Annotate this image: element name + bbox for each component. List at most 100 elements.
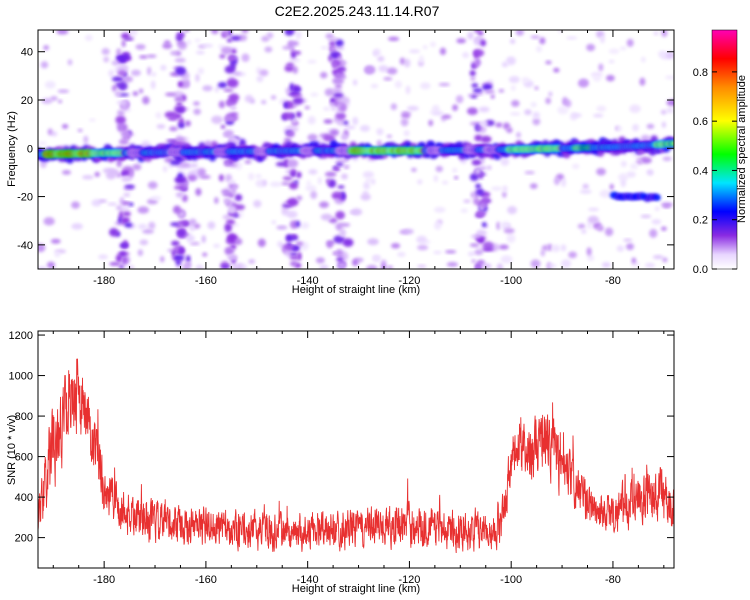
spectral-noise-blob: [207, 221, 216, 230]
spectral-noise-blob: [635, 159, 644, 165]
spectral-noise-blob: [462, 52, 470, 59]
spectral-noise-blob: [308, 169, 318, 175]
spectral-noise-blob: [372, 255, 381, 263]
spectral-noise-blob: [38, 243, 46, 253]
spectral-streak-blob: [173, 254, 184, 262]
spectral-noise-blob: [491, 186, 503, 191]
spectral-noise-blob: [146, 66, 152, 76]
spectral-streak-blob: [282, 112, 295, 120]
spectrogram-panel: -180 -160 -140 -120 -100 -80 -40 -20 0 20 40 Heigh…: [6, 29, 675, 296]
spectral-streak-blob: [297, 252, 302, 261]
spectral-noise-blob: [606, 74, 615, 82]
spectral-streak-blob: [291, 234, 298, 239]
spectral-noise-blob: [416, 235, 428, 244]
spectral-noise-blob: [397, 252, 406, 257]
spectral-streak-blob: [124, 184, 135, 189]
spectral-noise-blob: [572, 113, 583, 118]
spectral-noise-blob: [507, 205, 518, 215]
spectral-streak-blob: [116, 159, 122, 168]
spectral-noise-blob: [57, 89, 70, 93]
snr-xtick-label: -120: [398, 574, 420, 586]
spectrogram-ytick-label: 40: [21, 47, 33, 59]
snr-xtick-label: -140: [297, 574, 319, 586]
snr-panel: -180 -160 -140 -120 -100 -80 200 400 600 800 1000 1…: [6, 330, 675, 595]
spectral-streak-blob: [283, 101, 288, 109]
spectral-noise-blob: [51, 131, 58, 137]
spectral-noise-blob: [148, 221, 156, 230]
spectral-streak-blob: [295, 220, 301, 228]
spectral-streak-blob: [476, 229, 487, 237]
spectral-streak-blob: [480, 39, 487, 47]
spectral-noise-blob: [387, 265, 393, 269]
spectral-noise-blob: [417, 264, 427, 268]
spectral-noise-blob: [137, 249, 144, 257]
spectral-noise-blob: [130, 69, 141, 76]
spectral-streak-blob: [289, 220, 298, 229]
spectral-noise-blob: [54, 251, 61, 258]
spectral-noise-blob: [365, 178, 373, 183]
spectral-noise-blob: [238, 34, 248, 41]
spectral-streak-blob: [470, 191, 475, 198]
spectral-noise-blob: [44, 80, 56, 89]
spectral-streak-blob: [289, 260, 298, 267]
spectral-noise-blob: [545, 97, 552, 105]
spectral-streak-blob: [340, 133, 349, 141]
spectral-streak-blob: [230, 105, 237, 111]
spectral-noise-blob: [256, 75, 264, 83]
spectral-noise-blob: [351, 258, 359, 267]
spectral-streak-blob: [332, 193, 343, 199]
spectral-noise-blob: [661, 121, 667, 128]
spectral-streak-blob: [285, 87, 291, 94]
spectral-noise-blob: [201, 43, 214, 48]
spectral-noise-blob: [644, 262, 656, 268]
spectral-streak-blob: [343, 120, 349, 125]
spectral-noise-blob: [142, 96, 150, 105]
spectral-noise-blob: [616, 245, 625, 252]
spectral-noise-blob: [560, 244, 567, 252]
spectral-noise-blob: [197, 167, 207, 177]
spectral-noise-blob: [367, 238, 379, 246]
spectral-noise-blob: [371, 178, 376, 185]
spectrogram-ytick-label: -40: [17, 240, 33, 252]
spectral-noise-blob: [376, 128, 384, 136]
snr-axes: -180 -160 -140 -120 -100 -80 200 400 600 800 1000 1…: [9, 330, 674, 586]
spectral-noise-blob: [150, 80, 156, 90]
spectral-streak-blob: [230, 112, 239, 116]
snr-series-line: [38, 358, 674, 554]
spectral-streak-blob: [124, 76, 133, 83]
spectral-streak-blob: [177, 122, 185, 129]
spectral-noise-blob: [651, 219, 662, 225]
spectral-noise-blob: [47, 128, 53, 136]
spectral-noise-blob: [214, 197, 219, 204]
spectral-streak-blob: [339, 103, 347, 112]
spectral-streak-blob: [228, 93, 240, 102]
spectral-noise-blob: [666, 51, 674, 59]
spectral-noise-blob: [657, 50, 667, 58]
spectral-noise-blob: [586, 221, 593, 229]
spectral-noise-blob: [228, 179, 236, 185]
spectral-noise-blob: [597, 225, 604, 232]
spectral-noise-blob: [419, 55, 424, 64]
spectral-noise-blob: [553, 176, 560, 186]
spectral-noise-blob: [383, 77, 393, 81]
spectral-noise-blob: [185, 39, 192, 46]
spectral-streak-blob: [323, 119, 333, 124]
spectral-noise-blob: [420, 82, 431, 90]
spectral-noise-blob: [434, 221, 442, 230]
spectrogram-xtick-label: -180: [93, 275, 115, 287]
spectral-noise-blob: [617, 125, 623, 132]
spectral-noise-blob: [560, 259, 572, 268]
spectral-noise-blob: [199, 175, 211, 179]
colorbar-tick-label: 0.4: [693, 165, 708, 177]
spectral-streak-blob: [177, 81, 183, 88]
spectral-noise-blob: [61, 123, 69, 129]
spectral-noise-blob: [138, 55, 148, 59]
spectral-noise-blob: [530, 35, 540, 39]
spectral-noise-blob: [408, 49, 421, 54]
spectral-noise-blob: [463, 199, 471, 203]
spectral-noise-blob: [159, 256, 165, 263]
spectral-noise-blob: [481, 263, 492, 269]
spectral-noise-blob: [662, 156, 672, 162]
chart-title: C2E2.2025.243.11.14.R07: [275, 3, 440, 19]
